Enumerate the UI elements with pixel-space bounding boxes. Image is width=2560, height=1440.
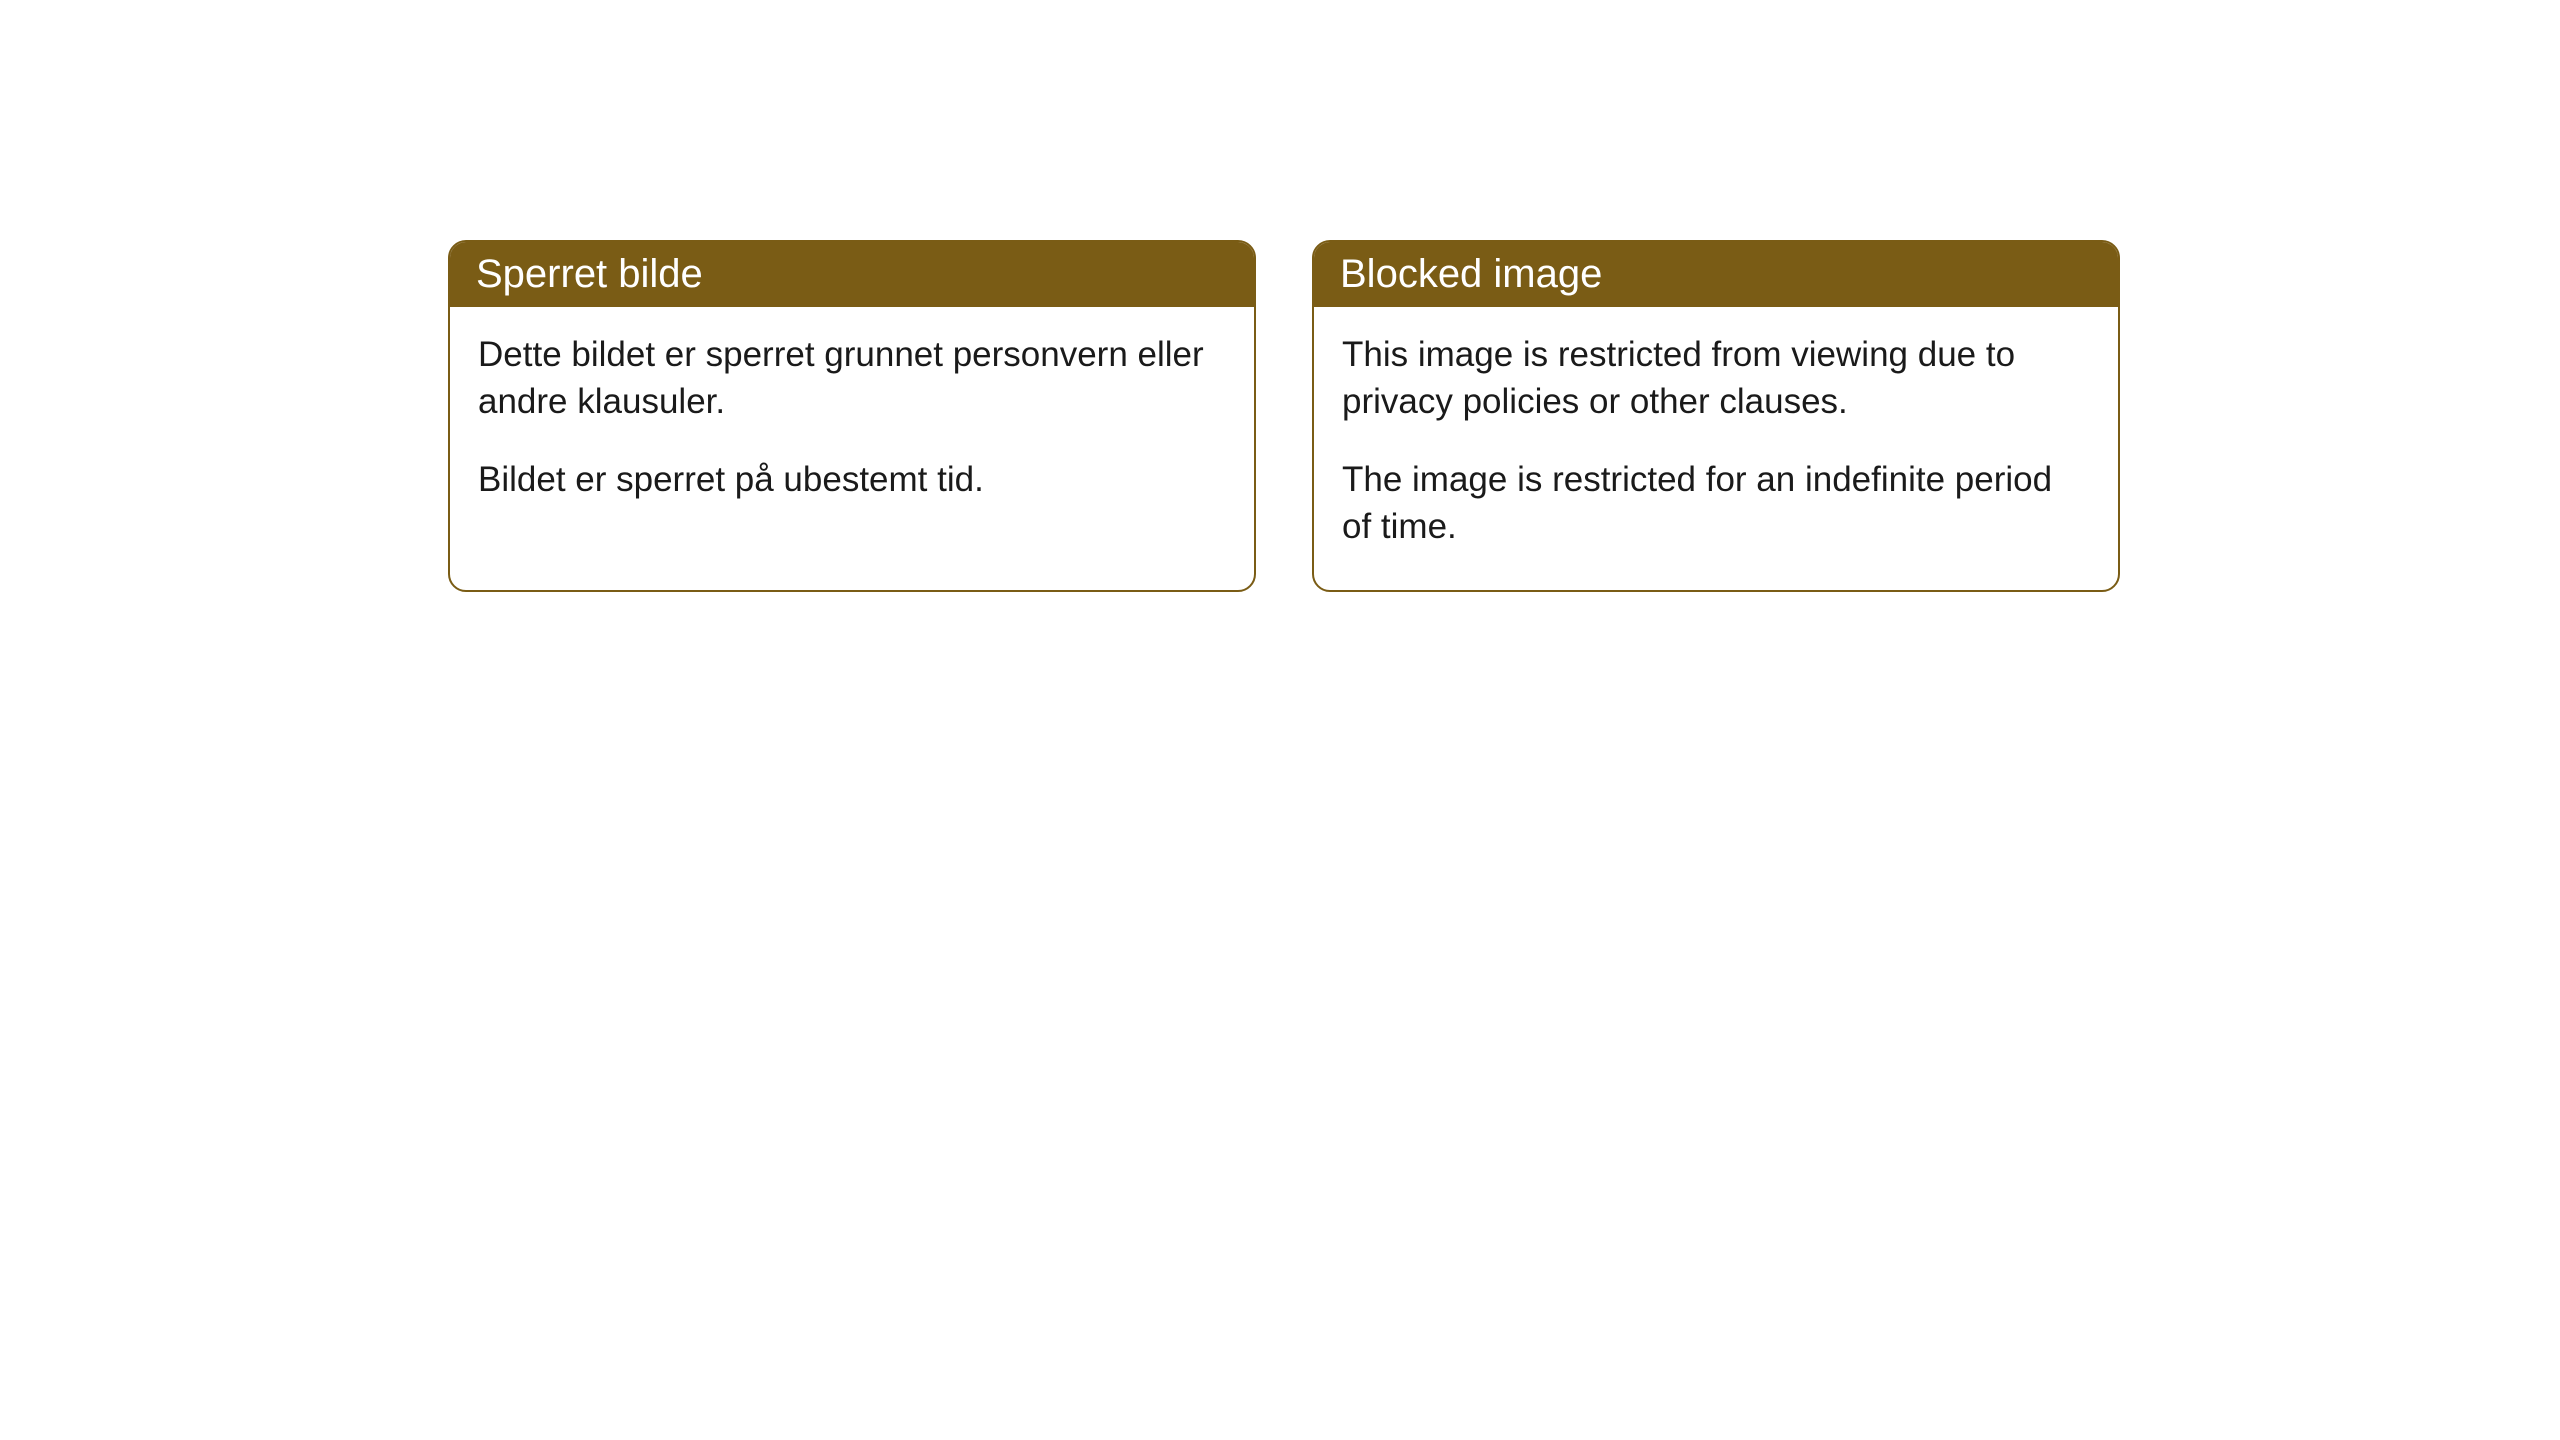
card-title-en: Blocked image — [1340, 252, 1602, 296]
card-paragraph-no-1: Dette bildet er sperret grunnet personve… — [478, 331, 1226, 426]
card-header-en: Blocked image — [1314, 242, 2118, 307]
cards-container: Sperret bilde Dette bildet er sperret gr… — [0, 0, 2560, 592]
card-paragraph-en-1: This image is restricted from viewing du… — [1342, 331, 2090, 426]
card-paragraph-en-2: The image is restricted for an indefinit… — [1342, 456, 2090, 551]
card-title-no: Sperret bilde — [476, 252, 703, 296]
card-header-no: Sperret bilde — [450, 242, 1254, 307]
card-paragraph-no-2: Bildet er sperret på ubestemt tid. — [478, 456, 1226, 503]
card-body-en: This image is restricted from viewing du… — [1314, 307, 2118, 590]
blocked-image-card-no: Sperret bilde Dette bildet er sperret gr… — [448, 240, 1256, 592]
card-body-no: Dette bildet er sperret grunnet personve… — [450, 307, 1254, 543]
blocked-image-card-en: Blocked image This image is restricted f… — [1312, 240, 2120, 592]
